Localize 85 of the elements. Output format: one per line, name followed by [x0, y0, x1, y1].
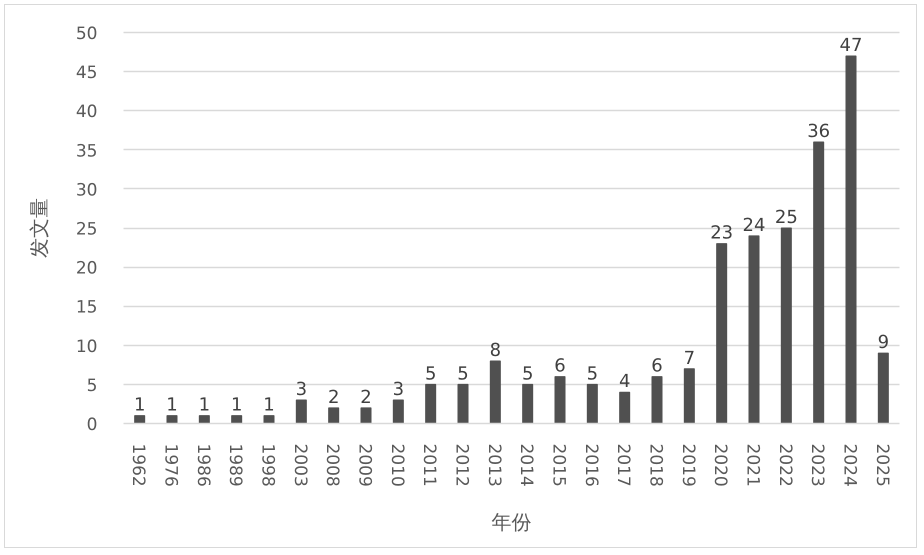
bar [198, 415, 210, 424]
data-label: 25 [774, 207, 798, 228]
bar [748, 235, 760, 424]
data-label: 36 [807, 120, 830, 142]
y-tick-label: 25 [76, 220, 98, 240]
bar [392, 400, 404, 424]
x-tick-label: 2012 [452, 444, 472, 487]
data-label: 23 [710, 222, 734, 244]
bar [231, 415, 242, 424]
bar [684, 368, 695, 424]
x-tick-label: 1998 [258, 444, 278, 487]
x-tick-label: 1962 [128, 444, 148, 487]
x-tick-label: 2022 [774, 444, 795, 487]
x-tick-label: 2003 [290, 444, 310, 487]
bar [425, 384, 436, 424]
y-tick-label: 40 [76, 102, 98, 122]
x-tick-label: 2020 [710, 444, 730, 487]
data-label: 5 [586, 363, 598, 384]
bar [813, 141, 824, 424]
data-label: 1 [263, 394, 275, 416]
bar [457, 384, 469, 424]
x-tick-label: 2014 [516, 444, 536, 487]
x-tick-label: 1989 [225, 444, 246, 487]
y-tick-label: 45 [76, 63, 98, 84]
x-tick-label: 2016 [580, 444, 601, 487]
x-tick-label: 2010 [386, 444, 407, 487]
data-label: 8 [490, 340, 502, 361]
x-tick-label: 2017 [613, 444, 634, 487]
data-label: 2 [360, 386, 372, 408]
x-tick-label: 2011 [419, 444, 440, 487]
y-axis-title: 发文量 [26, 198, 51, 258]
data-label: 5 [457, 363, 469, 384]
data-label: 6 [554, 356, 566, 377]
bar [296, 400, 307, 424]
data-label: 1 [134, 394, 146, 416]
x-tick-label: 2019 [678, 444, 698, 487]
bar [166, 415, 178, 424]
y-tick-label: 0 [86, 415, 98, 435]
x-tick-label: 2023 [807, 444, 828, 487]
x-tick-label: 2025 [872, 444, 892, 487]
x-axis-title: 年份 [492, 510, 532, 534]
bar [845, 55, 857, 424]
y-tick-label: 30 [76, 180, 98, 200]
bar [586, 384, 598, 424]
bar [780, 228, 792, 424]
bar [134, 415, 146, 424]
x-tick-label: 2009 [354, 444, 374, 487]
bar [522, 384, 534, 424]
bar [554, 376, 566, 424]
bar [328, 407, 340, 424]
bar [263, 415, 275, 424]
data-label: 1 [198, 394, 210, 416]
bar [651, 376, 663, 424]
x-tick-label: 2021 [742, 444, 762, 487]
x-tick-label: 1986 [192, 444, 213, 487]
data-label: 2 [328, 386, 340, 408]
bar [360, 407, 372, 424]
bar [716, 243, 728, 424]
data-label: 4 [618, 371, 630, 392]
bar [490, 360, 501, 424]
y-tick-label: 35 [76, 141, 98, 162]
x-tick-label: 2008 [322, 444, 342, 487]
data-label: 3 [296, 379, 308, 400]
data-label: 6 [651, 356, 663, 377]
data-label: 5 [424, 363, 436, 384]
y-tick-label: 5 [86, 376, 98, 396]
y-tick-label: 10 [76, 336, 98, 357]
data-label: 47 [840, 34, 862, 56]
y-tick-label: 15 [76, 298, 98, 318]
x-tick-label: 1976 [160, 444, 180, 487]
data-label: 1 [166, 394, 178, 416]
data-label: 3 [392, 379, 404, 400]
x-tick-label: 2013 [484, 444, 504, 487]
data-label: 1 [230, 394, 242, 416]
x-tick-label: 2015 [548, 444, 568, 487]
x-tick-label: 2024 [840, 444, 860, 487]
data-label: 9 [878, 332, 890, 354]
data-label: 7 [684, 348, 696, 369]
y-tick-label: 20 [76, 258, 98, 279]
data-label: 24 [742, 214, 766, 236]
bar [619, 392, 630, 424]
x-tick-label: 2018 [646, 444, 666, 487]
y-tick-label: 50 [76, 24, 98, 44]
data-label: 5 [522, 363, 534, 384]
bar [878, 352, 889, 424]
